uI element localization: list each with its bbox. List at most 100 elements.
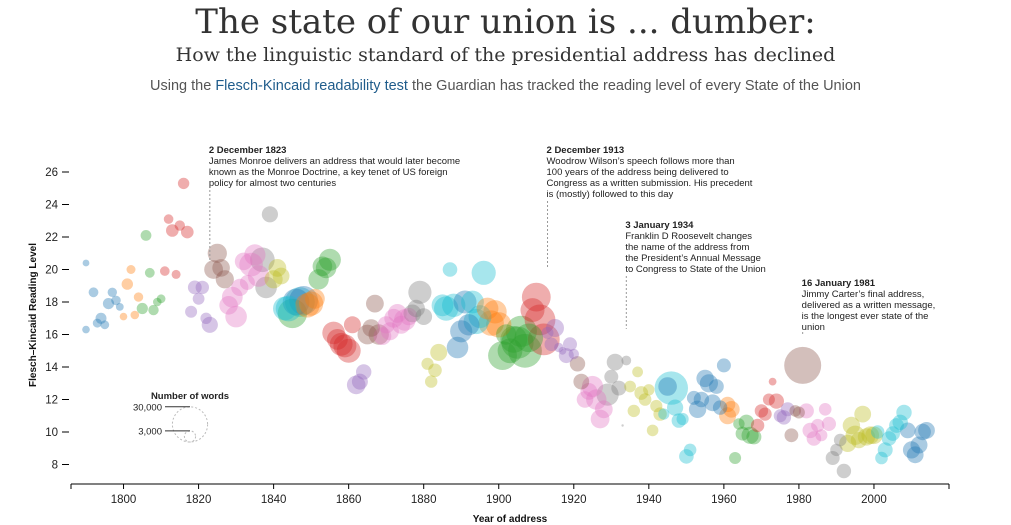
bubble-2011-222[interactable] [906, 446, 924, 464]
bubble-2009-220[interactable] [899, 422, 916, 439]
bubble-1950-160[interactable] [679, 449, 694, 464]
bubble-1890-100[interactable] [450, 320, 473, 343]
bubble-1835-45[interactable] [244, 244, 266, 266]
bubble-1980-191[interactable] [792, 406, 805, 419]
bubble-1991-202[interactable] [833, 433, 847, 447]
bubble-1855-65[interactable] [318, 248, 341, 271]
bubble-1951-161[interactable] [683, 443, 697, 457]
bubble-1922-132[interactable] [573, 373, 590, 390]
bubble-1935-145[interactable] [624, 380, 636, 393]
bubble-1861-71[interactable] [343, 316, 361, 334]
bubble-2003-214[interactable] [877, 442, 893, 458]
bubble-1901-111[interactable] [488, 341, 517, 370]
bubble-2000-211[interactable] [865, 426, 883, 445]
bubble-1923-133[interactable] [576, 391, 594, 408]
bubble-1846-56[interactable] [282, 288, 310, 316]
bubble-1902-112[interactable] [496, 324, 517, 345]
bubble-1845-55[interactable] [277, 298, 308, 329]
bubble-1887-97[interactable] [442, 262, 458, 277]
bubble-1802-12[interactable] [126, 265, 136, 274]
bubble-1800-10[interactable] [119, 312, 128, 321]
bubble-1958-168[interactable] [709, 379, 724, 394]
bubble-1947-157[interactable] [667, 399, 684, 416]
bubble-1913-123[interactable] [541, 326, 554, 339]
bubble-1964-175[interactable] [733, 418, 745, 430]
bubble-1994-205[interactable] [842, 416, 861, 435]
bubble-1905-115[interactable] [501, 326, 534, 359]
bubble-1899-109[interactable] [483, 300, 507, 324]
bubble-1825-35[interactable] [207, 243, 227, 263]
bubble-1983-194[interactable] [802, 422, 818, 439]
bubble-1956-166[interactable] [699, 374, 719, 393]
bubble-1790-1[interactable] [82, 325, 90, 334]
bubble-1932-142[interactable] [611, 380, 627, 396]
bubble-1822-32[interactable] [200, 312, 212, 324]
bubble-1871-81[interactable] [380, 322, 399, 341]
bubble-1952-162[interactable] [686, 390, 701, 405]
bubble-1945-155[interactable] [658, 377, 677, 396]
bubble-1949-159[interactable] [676, 412, 689, 426]
bubble-1858-68[interactable] [329, 332, 353, 356]
bubble-1966-177[interactable] [738, 414, 755, 430]
bubble-1817-27[interactable] [181, 225, 194, 239]
bubble-1864-74[interactable] [356, 364, 372, 380]
bubble-1954-164[interactable] [693, 391, 710, 408]
bubble-1856-66[interactable] [322, 321, 345, 345]
bubble-1841-51[interactable] [268, 259, 287, 277]
bubble-1831-41[interactable] [231, 278, 249, 296]
bubble-1797-7[interactable] [107, 287, 118, 297]
bubble-1993-204[interactable] [839, 434, 857, 452]
bubble-1959-169[interactable] [712, 400, 728, 415]
bubble-1925-135[interactable] [581, 375, 604, 398]
bubble-2004-215[interactable] [881, 431, 897, 446]
bubble-1968-179[interactable] [746, 429, 762, 445]
bubble-1992-203[interactable] [836, 463, 852, 479]
bubble-1946-156[interactable] [654, 371, 688, 405]
bubble-1975-186[interactable] [773, 409, 787, 423]
bubble-1844-54[interactable] [275, 295, 302, 322]
bubble-1839-49[interactable] [261, 206, 278, 223]
bubble-1909-119[interactable] [520, 298, 545, 323]
bubble-1872-82[interactable] [384, 308, 404, 328]
bubble-1897-107[interactable] [476, 297, 499, 320]
bubble-1818-28[interactable] [185, 305, 198, 318]
bubble-1929-139[interactable] [596, 383, 619, 406]
bubble-1986-197[interactable] [815, 429, 828, 442]
bubble-1912-122[interactable] [527, 323, 560, 356]
bubble-1851-61[interactable] [305, 288, 325, 309]
bubble-1888-98[interactable] [442, 293, 466, 317]
bubble-1907-117[interactable] [508, 333, 542, 368]
bubble-1873-83[interactable] [388, 304, 407, 323]
bubble-1977-188[interactable] [780, 402, 795, 417]
bubble-1981-192[interactable] [784, 346, 822, 384]
bubble-1892-102[interactable] [458, 314, 480, 336]
bubble-1877-87[interactable] [403, 304, 422, 323]
bubble-1911-121[interactable] [524, 304, 556, 336]
bubble-1882-92[interactable] [425, 375, 438, 388]
bubble-1847-57[interactable] [285, 287, 315, 317]
bubble-2007-218[interactable] [892, 414, 908, 430]
bubble-1834-44[interactable] [239, 252, 263, 277]
bubble-1881-91[interactable] [421, 357, 434, 370]
bubble-1836-46[interactable] [247, 265, 270, 287]
bubble-1875-85[interactable] [394, 309, 416, 331]
bubble-1914-124[interactable] [544, 337, 559, 352]
bubble-1982-193[interactable] [798, 403, 814, 419]
bubble-1971-182[interactable] [758, 407, 772, 421]
bubble-1985-196[interactable] [811, 418, 825, 433]
bubble-1924-134[interactable] [580, 383, 598, 400]
bubble-1810-20[interactable] [156, 294, 166, 304]
bubble-1812-22[interactable] [163, 214, 174, 224]
bubble-2013-224[interactable] [914, 423, 931, 441]
bubble-1824-34[interactable] [204, 260, 224, 279]
bubble-1879-89[interactable] [408, 280, 432, 304]
bubble-1838-48[interactable] [255, 276, 277, 299]
bubble-1933-143[interactable] [621, 424, 624, 427]
bubble-1832-42[interactable] [234, 252, 253, 271]
bubble-1895-105[interactable] [468, 305, 492, 329]
bubble-1900-110[interactable] [486, 312, 512, 338]
bubble-1893-103[interactable] [461, 290, 484, 314]
bubble-1973-184[interactable] [768, 377, 777, 386]
bubble-1955-165[interactable] [696, 369, 714, 388]
bubble-1866-76[interactable] [362, 319, 381, 337]
